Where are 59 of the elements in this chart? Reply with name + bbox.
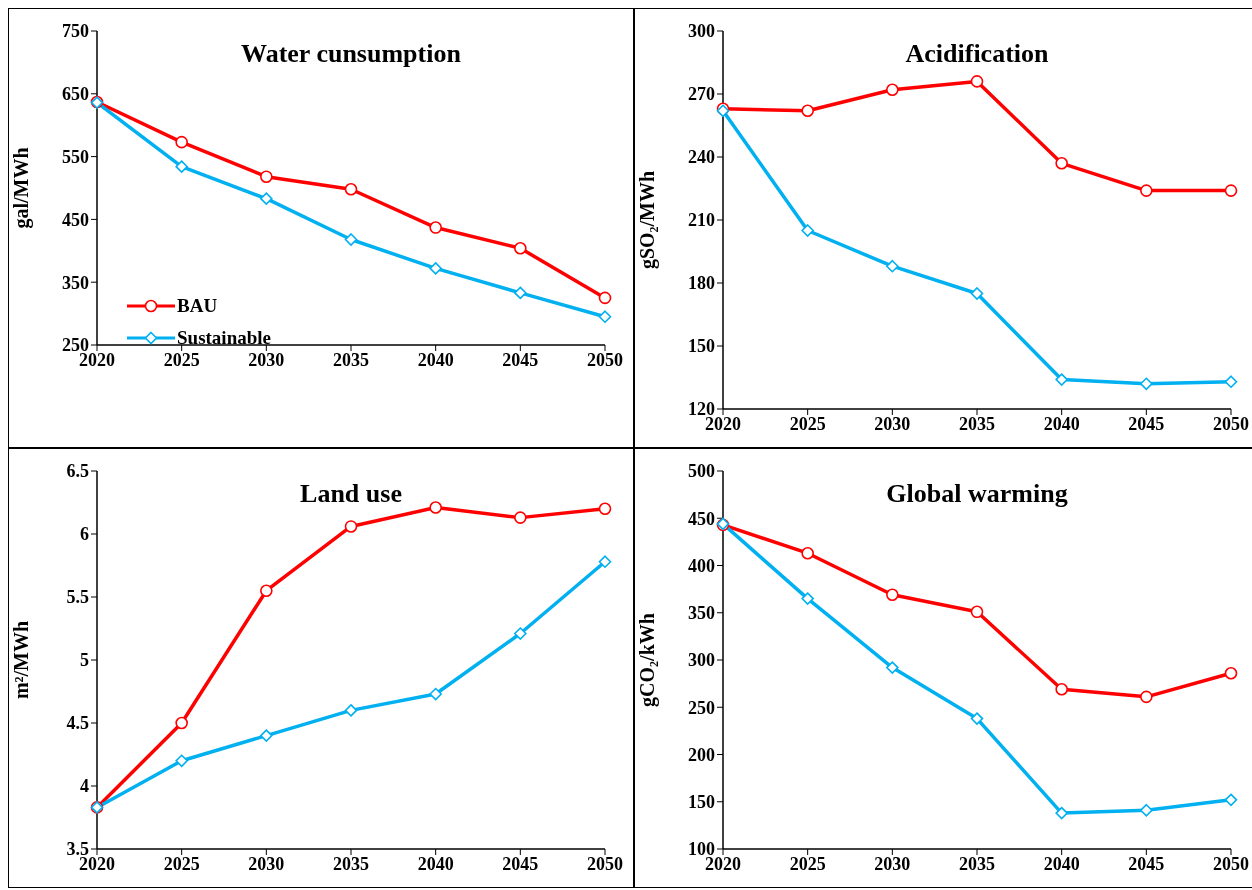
y-tick-label: 650 <box>62 84 89 105</box>
y-axis-title: gal/MWh <box>10 147 34 229</box>
chart-title: Land use <box>299 479 403 509</box>
y-tick-label: 4.5 <box>66 713 89 734</box>
x-tick-label: 2035 <box>333 853 369 874</box>
x-tick-label: 2025 <box>163 349 200 370</box>
x-tick-label: 2030 <box>248 853 285 874</box>
y-tick-label: 180 <box>688 273 715 294</box>
y-tick-label: 4 <box>80 776 89 797</box>
x-tick-label: 2050 <box>1213 853 1249 874</box>
y-tick-label: 450 <box>62 209 89 230</box>
x-tick-label: 2030 <box>874 853 911 874</box>
x-tick-label: 2035 <box>333 349 369 370</box>
x-tick-label: 2025 <box>789 853 826 874</box>
x-tick-label: 2040 <box>1043 853 1080 874</box>
x-tick-label: 2040 <box>1043 413 1080 434</box>
y-tick-label: 240 <box>688 147 715 168</box>
x-tick-label: 2045 <box>1128 853 1165 874</box>
y-tick-label: 400 <box>688 555 715 576</box>
y-tick-label: 5.5 <box>66 587 89 608</box>
y-tick-label: 750 <box>62 21 89 42</box>
y-axis-title: gSO₂/MWh <box>636 170 660 270</box>
x-tick-label: 2045 <box>502 853 539 874</box>
x-tick-label: 2050 <box>1213 413 1249 434</box>
x-tick-label: 2050 <box>587 349 623 370</box>
chart-title: Water cunsumption <box>240 39 462 69</box>
y-tick-label: 300 <box>688 650 715 671</box>
y-tick-label: 150 <box>688 336 715 357</box>
x-tick-label: 2025 <box>789 413 826 434</box>
y-axis-title: gCO₂/kWh <box>636 613 660 707</box>
y-tick-label: 550 <box>62 146 89 167</box>
x-tick-label: 2050 <box>587 853 623 874</box>
y-tick-label: 150 <box>688 792 715 813</box>
y-tick-label: 200 <box>688 744 715 765</box>
legend-label: BAU <box>177 295 218 317</box>
y-tick-label: 300 <box>688 21 715 42</box>
chart-title: Global warming <box>885 479 1069 509</box>
y-tick-label: 350 <box>688 603 715 624</box>
x-tick-label: 2030 <box>874 413 911 434</box>
x-tick-label: 2045 <box>1128 413 1165 434</box>
x-tick-label: 2030 <box>248 349 285 370</box>
y-tick-label: 5 <box>80 650 89 671</box>
x-tick-label: 2040 <box>417 349 454 370</box>
y-tick-label: 6.5 <box>66 461 89 482</box>
legend-label: Sustainable <box>177 327 271 349</box>
y-axis-title: m²/MWh <box>10 620 33 700</box>
x-tick-label: 2035 <box>959 853 995 874</box>
x-tick-label: 2035 <box>959 413 995 434</box>
y-tick-label: 250 <box>688 697 715 718</box>
y-tick-label: 500 <box>688 461 715 482</box>
y-tick-label: 6 <box>80 524 89 545</box>
y-tick-label: 270 <box>688 84 715 105</box>
chart-title: Acidification <box>904 39 1050 69</box>
x-tick-label: 2040 <box>417 853 454 874</box>
y-tick-label: 210 <box>688 210 715 231</box>
y-tick-label: 350 <box>62 272 89 293</box>
x-tick-label: 2025 <box>163 853 200 874</box>
y-tick-label: 450 <box>688 508 715 529</box>
x-tick-label: 2045 <box>502 349 539 370</box>
